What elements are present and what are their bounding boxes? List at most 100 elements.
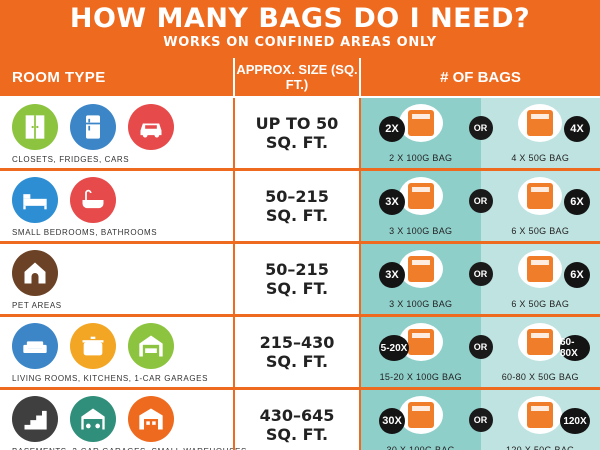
option-100g: 3X 3 X 100G BAG	[361, 244, 481, 314]
size-unit: SQ. FT.	[265, 206, 329, 225]
bag-50g-icon	[518, 396, 563, 434]
bag-100g-icon	[398, 177, 443, 215]
multiplier-badge: 4X	[564, 116, 590, 142]
or-badge: OR	[468, 189, 493, 213]
room-label: CLOSETS, FRIDGES, CARS	[12, 155, 130, 164]
garage-icon	[128, 323, 174, 369]
multiplier-badge: 5-20X	[379, 335, 409, 361]
option-100g: 2X 2 X 100G BAG	[361, 98, 481, 168]
sofa-icon	[12, 323, 58, 369]
size-unit: SQ. FT.	[265, 133, 329, 152]
bed-icon	[12, 177, 58, 223]
option-100g: 3X 3 X 100G BAG	[361, 171, 481, 241]
option-caption: 6 X 50G BAG	[511, 226, 570, 236]
or-badge: OR	[468, 262, 493, 286]
room-label: PET AREAS	[12, 301, 62, 310]
room-icons	[12, 177, 116, 223]
room-icons	[12, 104, 174, 150]
bathtub-icon	[70, 177, 116, 223]
multiplier-badge: 3X	[379, 189, 405, 215]
room-row: PET AREAS 50–215 SQ. FT. 3X 3 X 100G BAG…	[0, 244, 600, 314]
option-100g: 30X 30 X 100G BAG	[361, 390, 481, 450]
size-unit: SQ. FT.	[265, 352, 329, 371]
size-unit: SQ. FT.	[265, 425, 329, 444]
multiplier-badge: 120X	[560, 408, 590, 434]
warehouse-icon	[128, 396, 174, 442]
option-100g: 5-20X 15-20 X 100G BAG	[361, 317, 481, 387]
bags-cell: 30X 30 X 100G BAG OR 120X 120 X 50G BAG	[361, 390, 600, 450]
room-type-cell: BASEMENTS, 2-CAR GARAGES, SMALL WAREHOUS…	[0, 390, 246, 450]
pot-icon	[70, 323, 116, 369]
option-caption: 30 X 100G BAG	[386, 445, 455, 450]
option-caption: 3 X 100G BAG	[389, 226, 453, 236]
option-caption: 3 X 100G BAG	[389, 299, 453, 309]
fridge-icon	[70, 104, 116, 150]
size-range: 50–215	[265, 260, 329, 279]
bag-100g-icon	[398, 104, 443, 142]
option-caption: 120 X 50G BAG	[506, 445, 575, 450]
option-caption: 15-20 X 100G BAG	[379, 372, 462, 382]
size-range: 430–645	[259, 406, 335, 425]
room-icons	[12, 250, 58, 296]
multiplier-badge: 6X	[564, 262, 590, 288]
room-type-cell: LIVING ROOMS, KITCHENS, 1-CAR GARAGES	[0, 317, 233, 387]
option-caption: 2 X 100G BAG	[389, 153, 453, 163]
multiplier-badge: 60-80X	[560, 335, 590, 361]
option-caption: 4 X 50G BAG	[511, 153, 570, 163]
row-divider	[0, 168, 600, 171]
option-50g: 6X 6 X 50G BAG	[480, 244, 600, 314]
bags-cell: 2X 2 X 100G BAG OR 4X 4 X 50G BAG	[361, 98, 600, 168]
option-caption: 60-80 X 50G BAG	[501, 372, 579, 382]
bag-50g-icon	[518, 250, 563, 288]
room-type-cell: PET AREAS	[0, 244, 233, 314]
room-label: SMALL BEDROOMS, BATHROOMS	[12, 228, 158, 237]
closet-icon	[12, 104, 58, 150]
two-car-garage-icon	[70, 396, 116, 442]
size-cell: 50–215 SQ. FT.	[233, 171, 361, 241]
room-icons	[12, 323, 174, 369]
or-badge: OR	[468, 335, 493, 359]
size-range: UP TO 50	[255, 114, 339, 133]
row-divider	[0, 387, 600, 390]
multiplier-badge: 6X	[564, 189, 590, 215]
option-50g: 60-80X 60-80 X 50G BAG	[480, 317, 600, 387]
page-title: HOW MANY BAGS DO I NEED?	[69, 3, 531, 34]
option-50g: 4X 4 X 50G BAG	[480, 98, 600, 168]
multiplier-badge: 2X	[379, 116, 405, 142]
stairs-icon	[12, 396, 58, 442]
car-icon	[128, 104, 174, 150]
size-cell: 430–645 SQ. FT.	[233, 390, 361, 450]
bags-cell: 5-20X 15-20 X 100G BAG OR 60-80X 60-80 X…	[361, 317, 600, 387]
row-divider	[0, 241, 600, 244]
bag-100g-icon	[398, 250, 443, 288]
size-unit: SQ. FT.	[265, 279, 329, 298]
room-row: LIVING ROOMS, KITCHENS, 1-CAR GARAGES 21…	[0, 317, 600, 387]
banner: HOW MANY BAGS DO I NEED? WORKS ON CONFIN…	[0, 0, 600, 58]
column-header-size: APPROX. SIZE (SQ. FT.)	[233, 58, 361, 96]
option-50g: 120X 120 X 50G BAG	[480, 390, 600, 450]
bags-cell: 3X 3 X 100G BAG OR 6X 6 X 50G BAG	[361, 171, 600, 241]
size-cell: 50–215 SQ. FT.	[233, 244, 361, 314]
page-subtitle: WORKS ON CONFINED AREAS ONLY	[163, 35, 437, 50]
column-header-bags: # OF BAGS	[361, 58, 600, 96]
row-divider	[0, 314, 600, 317]
room-label: LIVING ROOMS, KITCHENS, 1-CAR GARAGES	[12, 374, 209, 383]
room-type-cell: SMALL BEDROOMS, BATHROOMS	[0, 171, 233, 241]
bag-50g-icon	[518, 104, 563, 142]
multiplier-badge: 3X	[379, 262, 405, 288]
room-row: SMALL BEDROOMS, BATHROOMS 50–215 SQ. FT.…	[0, 171, 600, 241]
room-row: CLOSETS, FRIDGES, CARS UP TO 50 SQ. FT. …	[0, 98, 600, 168]
room-icons	[12, 396, 174, 442]
bag-50g-icon	[518, 323, 563, 361]
column-header-room-type: ROOM TYPE	[0, 58, 233, 96]
bag-100g-icon	[398, 396, 443, 434]
room-row: BASEMENTS, 2-CAR GARAGES, SMALL WAREHOUS…	[0, 390, 600, 450]
option-caption: 6 X 50G BAG	[511, 299, 570, 309]
doghouse-icon	[12, 250, 58, 296]
room-label: BASEMENTS, 2-CAR GARAGES, SMALL WAREHOUS…	[12, 447, 247, 450]
size-range: 50–215	[265, 187, 329, 206]
or-badge: OR	[468, 116, 493, 140]
size-cell: 215–430 SQ. FT.	[233, 317, 361, 387]
bags-cell: 3X 3 X 100G BAG OR 6X 6 X 50G BAG	[361, 244, 600, 314]
size-cell: UP TO 50 SQ. FT.	[233, 98, 361, 168]
